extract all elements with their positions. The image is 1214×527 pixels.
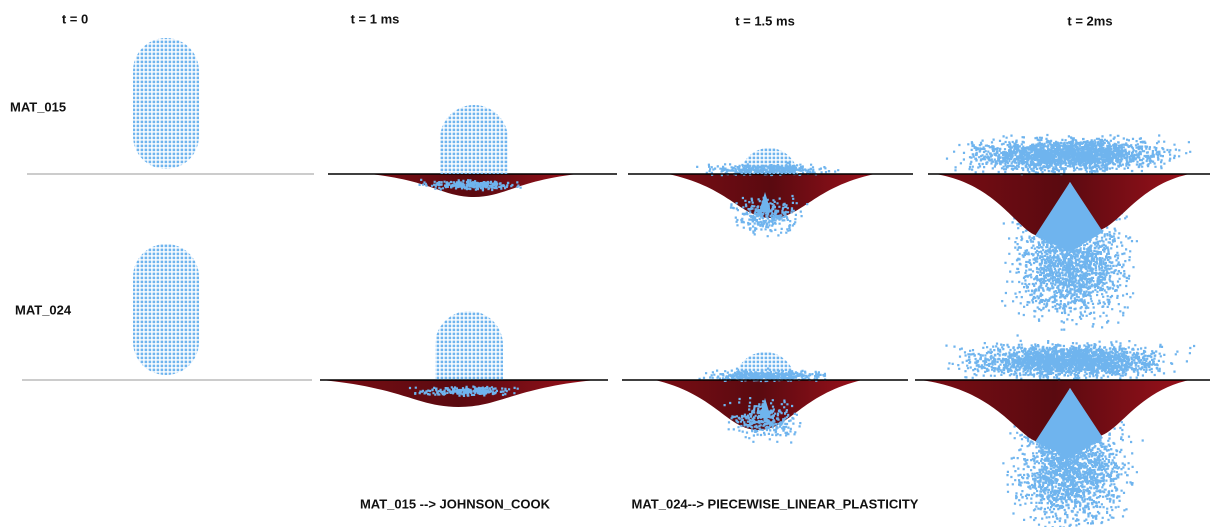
projectile <box>435 311 503 380</box>
row-label: MAT_024 <box>15 302 72 317</box>
note: MAT_024--> PIECEWISE_LINEAR_PLASTICITY <box>632 496 919 511</box>
projectile <box>440 105 508 174</box>
column-header: t = 0 <box>62 11 88 26</box>
projectile <box>133 38 199 169</box>
particles <box>945 340 1195 381</box>
projectile <box>133 244 199 375</box>
particles <box>946 134 1191 175</box>
note: MAT_015 --> JOHNSON_COOK <box>360 496 551 511</box>
projectile <box>735 352 795 382</box>
column-header: t = 1.5 ms <box>735 13 795 28</box>
column-header: t = 1 ms <box>351 11 400 26</box>
row-label: MAT_015 <box>10 99 66 114</box>
projectile <box>740 148 798 177</box>
simulation-panels <box>22 38 1210 527</box>
column-header: t = 2ms <box>1067 13 1112 28</box>
figure: t = 0 t = 1 ms t = 1.5 ms t = 2ms MAT_01… <box>0 0 1214 527</box>
